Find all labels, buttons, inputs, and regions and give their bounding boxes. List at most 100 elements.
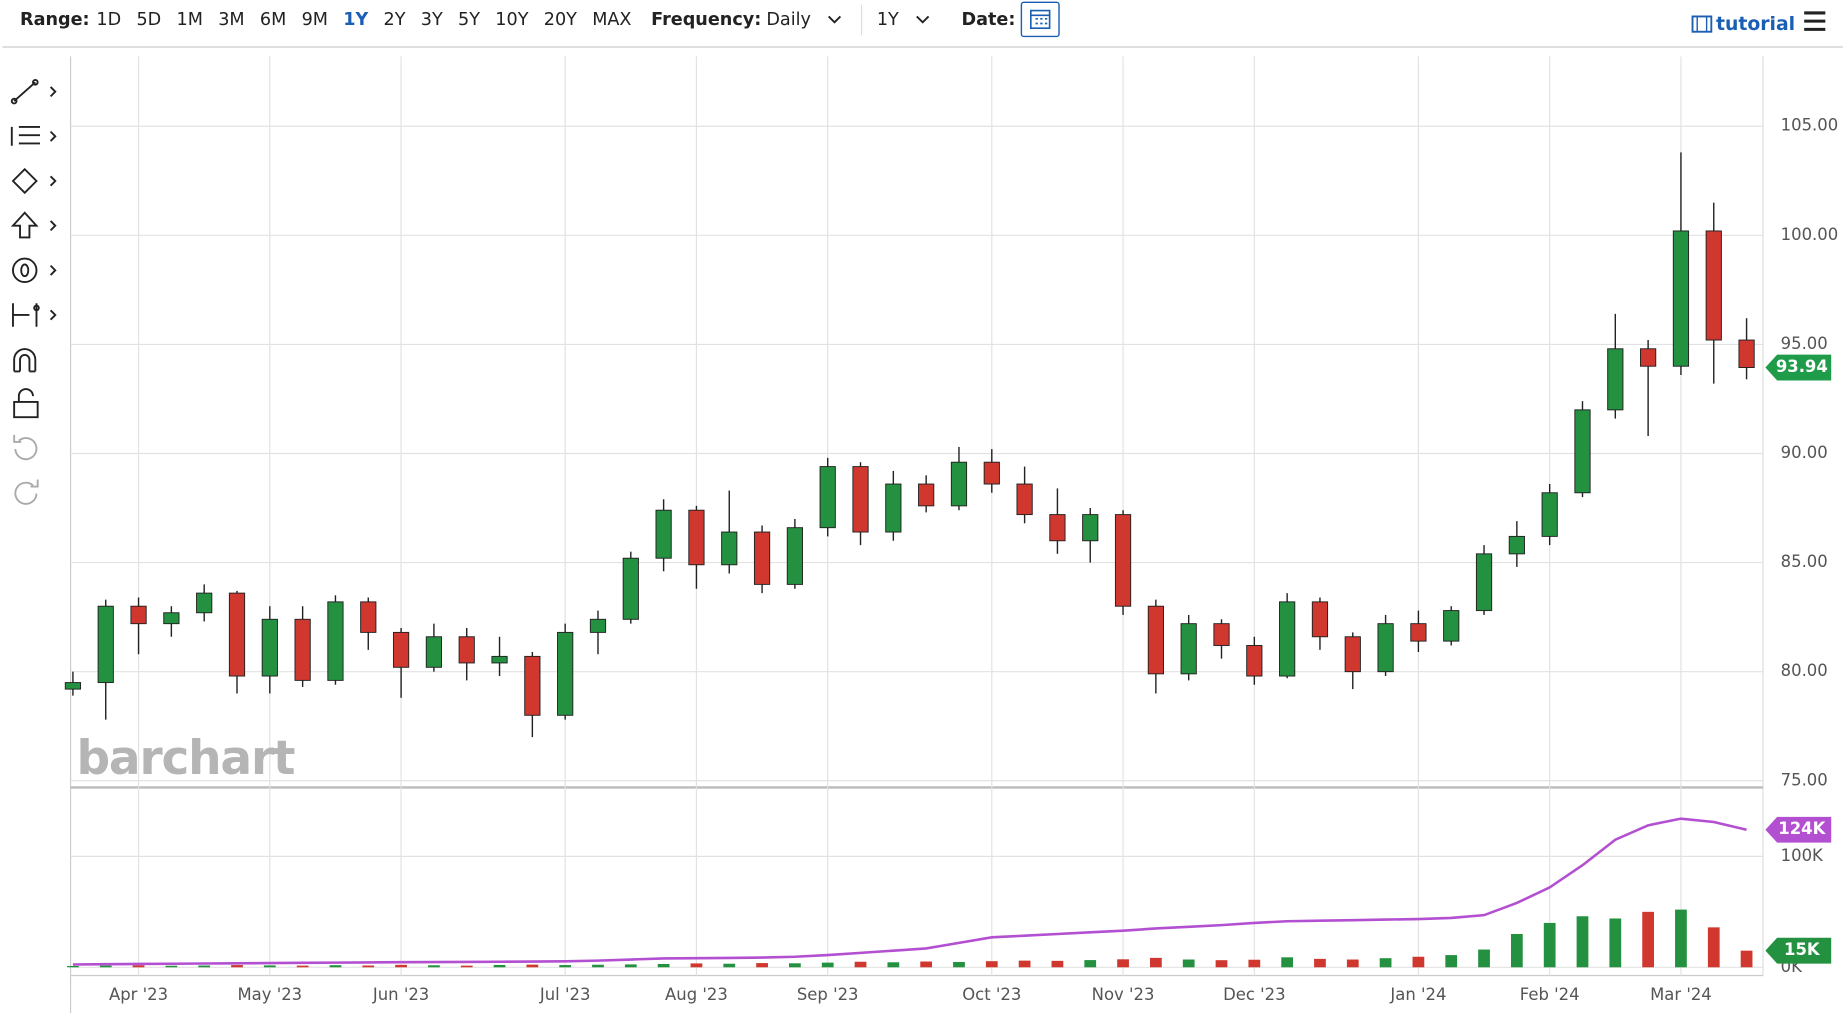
volume-bar: [428, 965, 440, 968]
range-label: Range:: [20, 10, 90, 30]
x-tick-label: Jul '23: [539, 985, 590, 1004]
tutorial-link[interactable]: tutorial: [1691, 14, 1796, 35]
y-tick-label: 75.00: [1781, 770, 1828, 789]
range-option[interactable]: 3Y: [421, 10, 443, 30]
candle-body: [1147, 605, 1164, 675]
range-option[interactable]: 1Y: [343, 10, 368, 30]
toolbar: Range: 1D 5D 1M 3M 6M 9M 1Y 2Y 3Y 5Y 10Y 20Y MAX Fre…: [2, 1, 1843, 48]
redo-tool[interactable]: [14, 479, 39, 505]
volume-bar: [198, 965, 211, 968]
volume-bar: [132, 965, 145, 968]
candle-body: [294, 618, 311, 681]
arrow-tool[interactable]: [10, 211, 57, 239]
volume-bar: [1215, 960, 1228, 968]
volume-bar: [624, 964, 637, 968]
candle-body: [163, 612, 180, 625]
annotation-tool[interactable]: [12, 257, 57, 284]
shape-tool[interactable]: [11, 167, 57, 195]
volume-bar: [395, 964, 407, 968]
volume-bar: [99, 965, 112, 968]
volume-bar: [690, 963, 703, 968]
candle-body: [491, 655, 508, 664]
volume-bar: [559, 965, 572, 968]
candle-body: [557, 631, 574, 716]
candle-body: [97, 605, 114, 684]
candle-body: [622, 557, 639, 620]
volume-bar: [854, 961, 867, 968]
range-option[interactable]: 2Y: [384, 10, 406, 30]
menu-button[interactable]: [1804, 11, 1826, 31]
x-tick-label: May '23: [237, 985, 302, 1004]
x-tick-label: Apr '23: [109, 985, 168, 1004]
volume-bar: [756, 963, 768, 968]
range-option[interactable]: 3M: [218, 10, 244, 30]
volume-bar: [362, 965, 375, 968]
badge-shape: [1765, 937, 1832, 964]
magnet-tool[interactable]: [13, 348, 37, 373]
volume-bar: [920, 961, 933, 968]
candle-body: [1640, 348, 1657, 367]
chevron[interactable]: [827, 15, 842, 24]
lock-tool[interactable]: [13, 388, 39, 419]
volume-bar: [1675, 909, 1687, 968]
candle-body: [721, 531, 738, 566]
range-option[interactable]: 20Y: [544, 10, 577, 30]
candle-body: [1475, 553, 1493, 612]
line-tool[interactable]: [10, 78, 57, 105]
volume-bar: [1117, 959, 1129, 968]
volume-bar: [1642, 911, 1655, 968]
volume-bar: [1379, 958, 1392, 968]
range-option[interactable]: MAX: [592, 10, 631, 30]
candle-body: [950, 461, 968, 507]
volume-bar: [1346, 959, 1359, 968]
frequency-select[interactable]: Daily: [766, 10, 811, 30]
chevron[interactable]: [916, 15, 930, 24]
candle-body: [918, 483, 935, 507]
candle-body: [261, 618, 278, 677]
candle-body: [655, 509, 672, 559]
range-options: 1D 5D 1M 3M 6M 9M 1Y 2Y 3Y 5Y 10Y 20Y MAX: [96, 10, 631, 30]
y-tick-label: 80.00: [1781, 661, 1828, 680]
candle-body: [327, 601, 344, 681]
candle-body: [1279, 601, 1296, 677]
candle-body: [589, 618, 607, 633]
candle-body: [1410, 623, 1427, 642]
y-tick-label: 95.00: [1781, 334, 1828, 353]
range-option[interactable]: 5D: [136, 10, 161, 30]
x-tick-label: Feb '24: [1520, 985, 1580, 1004]
volume-bar: [296, 965, 309, 968]
y-tick-label: 100.00: [1781, 225, 1839, 244]
range-option[interactable]: 1M: [177, 10, 203, 30]
volume-bar: [985, 961, 998, 968]
undo-tool[interactable]: [13, 434, 38, 461]
volume-bar: [493, 964, 506, 968]
range-option[interactable]: 5Y: [458, 10, 480, 30]
candle-body: [1082, 514, 1099, 542]
badge-shape: [1765, 354, 1832, 381]
range-option[interactable]: 1D: [96, 10, 121, 30]
volume-bar: [1609, 918, 1622, 968]
candle-body: [1508, 535, 1525, 555]
candle-body: [1541, 492, 1558, 537]
tutorial-text[interactable]: tutorial: [1716, 14, 1795, 35]
range-option[interactable]: 6M: [260, 10, 286, 30]
volume-bar: [887, 962, 900, 968]
period-select[interactable]: 1Y: [877, 10, 899, 30]
badge-shape: [1765, 816, 1832, 843]
x-tick-label: Dec '23: [1223, 985, 1285, 1004]
range-option[interactable]: 10Y: [495, 10, 528, 30]
candle-body: [1377, 623, 1394, 673]
y-tick-label: 90.00: [1781, 443, 1828, 462]
measure-tool[interactable]: [12, 303, 57, 327]
range-option[interactable]: 9M: [302, 10, 328, 30]
volume-bar: [1412, 956, 1425, 968]
x-tick-label: Sep '23: [797, 985, 859, 1004]
fib-tool[interactable]: [10, 125, 57, 146]
volume-bar: [1018, 960, 1031, 968]
open-interest-badge: 124K: [1765, 816, 1832, 843]
calendar-button[interactable]: [1020, 1, 1060, 38]
volume-bar: [1149, 957, 1162, 968]
date-label: Date:: [961, 10, 1015, 30]
candle-body: [392, 631, 410, 668]
